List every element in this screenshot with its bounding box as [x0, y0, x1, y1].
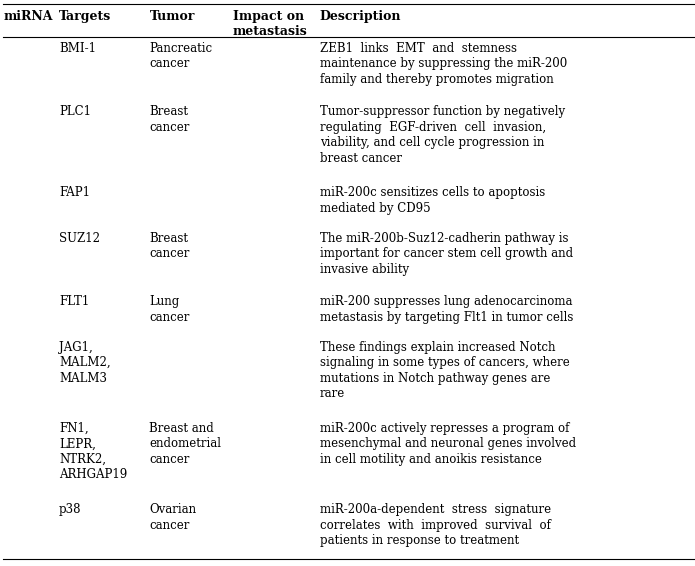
Text: Pancreatic
cancer: Pancreatic cancer	[149, 42, 213, 70]
Text: The miR-200b-Suz12-cadherin pathway is
important for cancer stem cell growth and: The miR-200b-Suz12-cadherin pathway is i…	[320, 232, 573, 276]
Text: miRNA: miRNA	[3, 10, 53, 23]
Text: Description: Description	[320, 10, 401, 23]
Text: Lung
cancer: Lung cancer	[149, 295, 190, 324]
Text: Ovarian
cancer: Ovarian cancer	[149, 503, 197, 531]
Text: miR-200c actively represses a program of
mesenchymal and neuronal genes involved: miR-200c actively represses a program of…	[320, 422, 576, 466]
Text: BMI-1: BMI-1	[59, 42, 96, 55]
Text: Breast
cancer: Breast cancer	[149, 232, 190, 260]
Text: Breast and
endometrial
cancer: Breast and endometrial cancer	[149, 422, 222, 466]
Text: FN1,
LEPR,
NTRK2,
ARHGAP19: FN1, LEPR, NTRK2, ARHGAP19	[59, 422, 127, 482]
Text: FLT1: FLT1	[59, 295, 90, 308]
Text: Tumor: Tumor	[149, 10, 195, 23]
Text: These findings explain increased Notch
signaling in some types of cancers, where: These findings explain increased Notch s…	[320, 341, 569, 400]
Text: FAP1: FAP1	[59, 186, 90, 199]
Text: Tumor-suppressor function by negatively
regulating  EGF-driven  cell  invasion,
: Tumor-suppressor function by negatively …	[320, 105, 565, 165]
Text: SUZ12: SUZ12	[59, 232, 100, 245]
Text: miR-200c sensitizes cells to apoptosis
mediated by CD95: miR-200c sensitizes cells to apoptosis m…	[320, 186, 545, 215]
Text: Breast
cancer: Breast cancer	[149, 105, 190, 134]
Text: miR-200a-dependent  stress  signature
correlates  with  improved  survival  of
p: miR-200a-dependent stress signature corr…	[320, 503, 551, 547]
Text: miR-200 suppresses lung adenocarcinoma
metastasis by targeting Flt1 in tumor cel: miR-200 suppresses lung adenocarcinoma m…	[320, 295, 573, 324]
Text: p38: p38	[59, 503, 81, 516]
Text: Targets: Targets	[59, 10, 111, 23]
Text: Impact on
metastasis: Impact on metastasis	[233, 10, 308, 38]
Text: PLC1: PLC1	[59, 105, 91, 118]
Text: ZEB1  links  EMT  and  stemness
maintenance by suppressing the miR-200
family an: ZEB1 links EMT and stemness maintenance …	[320, 42, 567, 86]
Text: JAG1,
MALM2,
MALM3: JAG1, MALM2, MALM3	[59, 341, 111, 385]
